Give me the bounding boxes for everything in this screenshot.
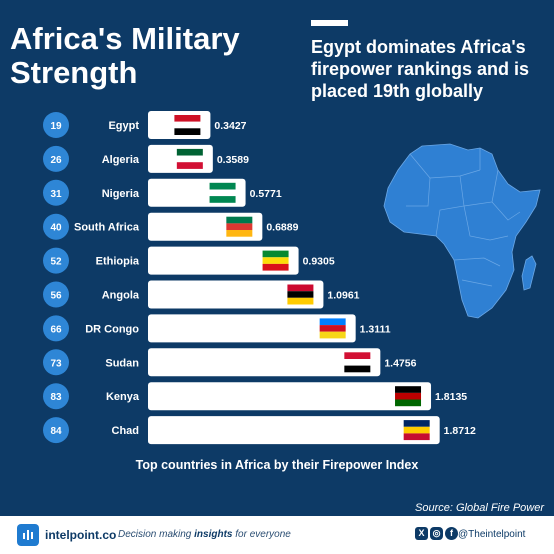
instagram-icon[interactable]: ◎: [430, 527, 443, 540]
south-africa-flag-icon: [226, 216, 253, 224]
algeria-flag-icon: [176, 155, 203, 163]
value-label: 1.8712: [444, 425, 476, 437]
egypt-flag-icon: [174, 128, 201, 135]
x-icon[interactable]: X: [415, 527, 428, 540]
value-label: 0.5771: [250, 188, 282, 200]
subtitle: Egypt dominates Africa's firepower ranki…: [311, 37, 530, 101]
kenya-flag-icon: [395, 399, 422, 407]
value-label: 0.6889: [266, 222, 298, 234]
category-label: Nigeria: [102, 188, 140, 200]
ethiopia-flag-icon: [262, 263, 289, 271]
value-label: 0.3589: [217, 154, 249, 166]
tagline-suffix: for everyone: [232, 529, 291, 540]
rank-label: 26: [50, 155, 62, 166]
bar: [148, 314, 356, 343]
drc-flag-icon: [319, 325, 346, 332]
egypt-flag-icon: [174, 121, 201, 129]
chad-flag-icon: [403, 426, 430, 434]
source-note: Source: Global Fire Power: [415, 502, 544, 514]
value-label: 0.9305: [303, 256, 335, 268]
egypt-flag-icon: [174, 115, 201, 122]
ethiopia-flag-icon: [262, 250, 289, 258]
rank-label: 40: [50, 223, 62, 234]
angola-flag-icon: [287, 284, 314, 292]
title-line-1: Africa's Military: [10, 21, 240, 56]
tagline: Decision making insights for everyone: [118, 529, 291, 540]
nigeria-flag-icon: [209, 189, 236, 197]
chad-flag-icon: [403, 420, 430, 427]
drc-flag-icon: [319, 318, 346, 326]
south-africa-flag-icon: [226, 223, 253, 230]
category-label: DR Congo: [85, 323, 139, 335]
bar: [148, 280, 324, 309]
rank-circle: [43, 247, 69, 274]
category-label: Sudan: [105, 357, 139, 369]
rank-circle: [43, 281, 69, 308]
rank-circle: [43, 383, 69, 410]
rank-label: 52: [50, 257, 62, 268]
rank-circle: [43, 213, 69, 240]
category-label: Ethiopia: [96, 256, 140, 268]
footer: intelpoint.co Decision making insights f…: [0, 516, 554, 554]
rank-label: 66: [50, 324, 62, 335]
rank-circle: [43, 417, 69, 444]
bar: [148, 348, 381, 377]
category-label: Egypt: [108, 120, 139, 132]
kenya-flag-icon: [395, 392, 422, 400]
rank-circle: [43, 315, 69, 342]
rank-circle: [43, 112, 69, 138]
south-africa-flag-icon: [226, 230, 253, 237]
bar: [148, 416, 440, 445]
rank-circle: [43, 179, 69, 206]
intelpoint-logo-icon: [17, 524, 39, 546]
tagline-bold: insights: [194, 529, 233, 540]
nigeria-flag-icon: [209, 196, 236, 203]
firepower-bar-chart: 19 Egypt 0.3427 26 Algeria 0.3589 31 Nigeria 0.5…: [43, 111, 476, 445]
rank-circle: [43, 349, 69, 376]
ethiopia-flag-icon: [262, 257, 289, 264]
bar: [148, 246, 299, 275]
value-label: 1.4756: [384, 357, 416, 369]
tagline-prefix: Decision making: [118, 529, 195, 540]
value-label: 1.8135: [435, 391, 467, 403]
rank-label: 19: [50, 121, 62, 132]
brand-name[interactable]: intelpoint.co: [45, 528, 117, 542]
category-label: Kenya: [106, 391, 140, 403]
chad-flag-icon: [403, 433, 430, 441]
facebook-icon[interactable]: f: [445, 527, 458, 540]
rank-label: 84: [50, 426, 62, 437]
category-label: Algeria: [102, 154, 140, 166]
sudan-flag-icon: [344, 365, 371, 373]
value-label: 0.3427: [214, 120, 246, 132]
rank-label: 56: [50, 291, 62, 302]
nigeria-flag-icon: [209, 182, 236, 190]
angola-flag-icon: [287, 297, 314, 305]
category-label: South Africa: [74, 222, 140, 234]
page-title: Africa's Military Strength: [10, 22, 270, 90]
rank-circle: [43, 145, 69, 172]
rank-label: 73: [50, 358, 62, 369]
category-label: Chad: [112, 425, 140, 437]
algeria-flag-icon: [176, 162, 203, 169]
sudan-flag-icon: [344, 352, 371, 359]
social-handle[interactable]: @Theintelpoint: [458, 529, 526, 540]
value-label: 1.3111: [360, 323, 391, 335]
rank-label: 31: [50, 189, 62, 200]
algeria-flag-icon: [176, 148, 203, 156]
drc-flag-icon: [319, 331, 346, 339]
angola-flag-icon: [287, 291, 314, 298]
category-label: Angola: [102, 290, 140, 302]
sudan-flag-icon: [344, 359, 371, 366]
kenya-flag-icon: [395, 386, 422, 393]
bar: [148, 382, 432, 411]
title-line-2: Strength: [10, 55, 138, 90]
subtitle-dash: [311, 20, 348, 26]
africa-map-icon: [383, 143, 541, 319]
value-label: 1.0961: [327, 290, 359, 302]
rank-label: 83: [50, 392, 62, 403]
chart-title: Top countries in Africa by their Firepow…: [135, 458, 419, 472]
